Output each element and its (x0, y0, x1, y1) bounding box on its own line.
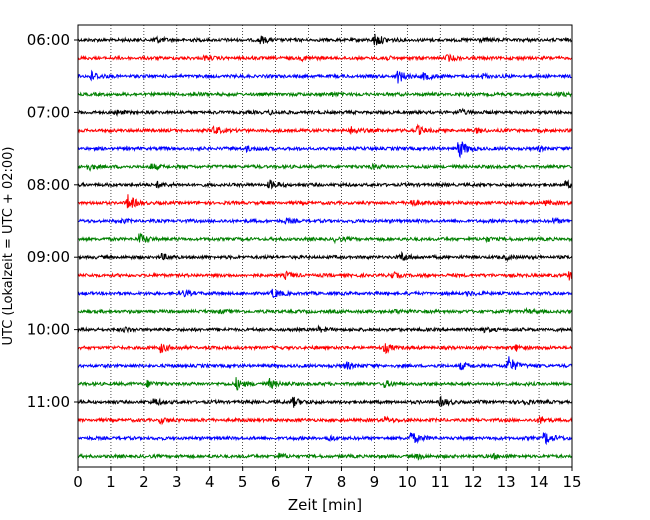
y-tick-label: 09:00 (27, 248, 70, 266)
x-tick-label: 14 (530, 473, 549, 491)
y-tick-label: 08:00 (27, 176, 70, 194)
trace-line (77, 90, 573, 98)
trace-line (77, 356, 573, 371)
trace-line (77, 306, 573, 315)
trace-line (77, 141, 573, 159)
x-tick-label: 0 (73, 473, 83, 491)
x-axis: 0 1 2 3 4 5 6 7 8 9 10 11 12 13 14 15 (73, 467, 582, 491)
x-tick-label: 8 (337, 473, 347, 491)
x-tick-label: 15 (562, 473, 581, 491)
x-tick-label: 10 (398, 473, 417, 491)
trace-line (77, 377, 573, 391)
x-tick-label: 2 (139, 473, 149, 491)
x-tick-label: 4 (205, 473, 215, 491)
x-tick-label: 3 (172, 473, 182, 491)
x-tick-label: 1 (106, 473, 116, 491)
trace-line (77, 270, 573, 281)
trace-line (77, 33, 573, 46)
x-tick-label: 7 (304, 473, 314, 491)
trace-line (77, 432, 573, 446)
x-tick-label: 9 (370, 473, 380, 491)
trace-line (77, 194, 573, 209)
x-axis-label: Zeit [min] (288, 496, 362, 514)
trace-line (77, 395, 573, 408)
x-tick-label: 5 (238, 473, 248, 491)
y-axis-label: UTC (Lokalzeit = UTC + 02:00) (1, 147, 16, 346)
y-tick-label: 11:00 (27, 393, 70, 411)
plot-frame (77, 24, 573, 468)
trace-line (77, 179, 573, 190)
y-tick-label: 07:00 (27, 103, 70, 121)
x-tick-label: 12 (464, 473, 483, 491)
trace-line (77, 53, 573, 63)
trace-line (77, 452, 573, 461)
trace-line (77, 216, 573, 225)
x-tick-label: 6 (271, 473, 281, 491)
y-tick-label: 06:00 (27, 31, 70, 49)
trace-line (77, 232, 573, 245)
y-tick-label: 10:00 (27, 321, 70, 339)
y-axis: 06:00 07:00 08:00 09:00 10:00 11:00 (27, 31, 78, 411)
trace-line (77, 107, 573, 117)
trace-series (77, 33, 573, 461)
trace-line (77, 69, 573, 84)
x-tick-label: 13 (497, 473, 516, 491)
trace-line (77, 288, 573, 299)
x-tick-label: 11 (431, 473, 450, 491)
trace-line (77, 324, 573, 334)
trace-line (77, 343, 573, 355)
trace-line (77, 415, 573, 426)
trace-line (77, 250, 573, 263)
trace-line (77, 123, 573, 135)
trace-line (77, 162, 573, 172)
